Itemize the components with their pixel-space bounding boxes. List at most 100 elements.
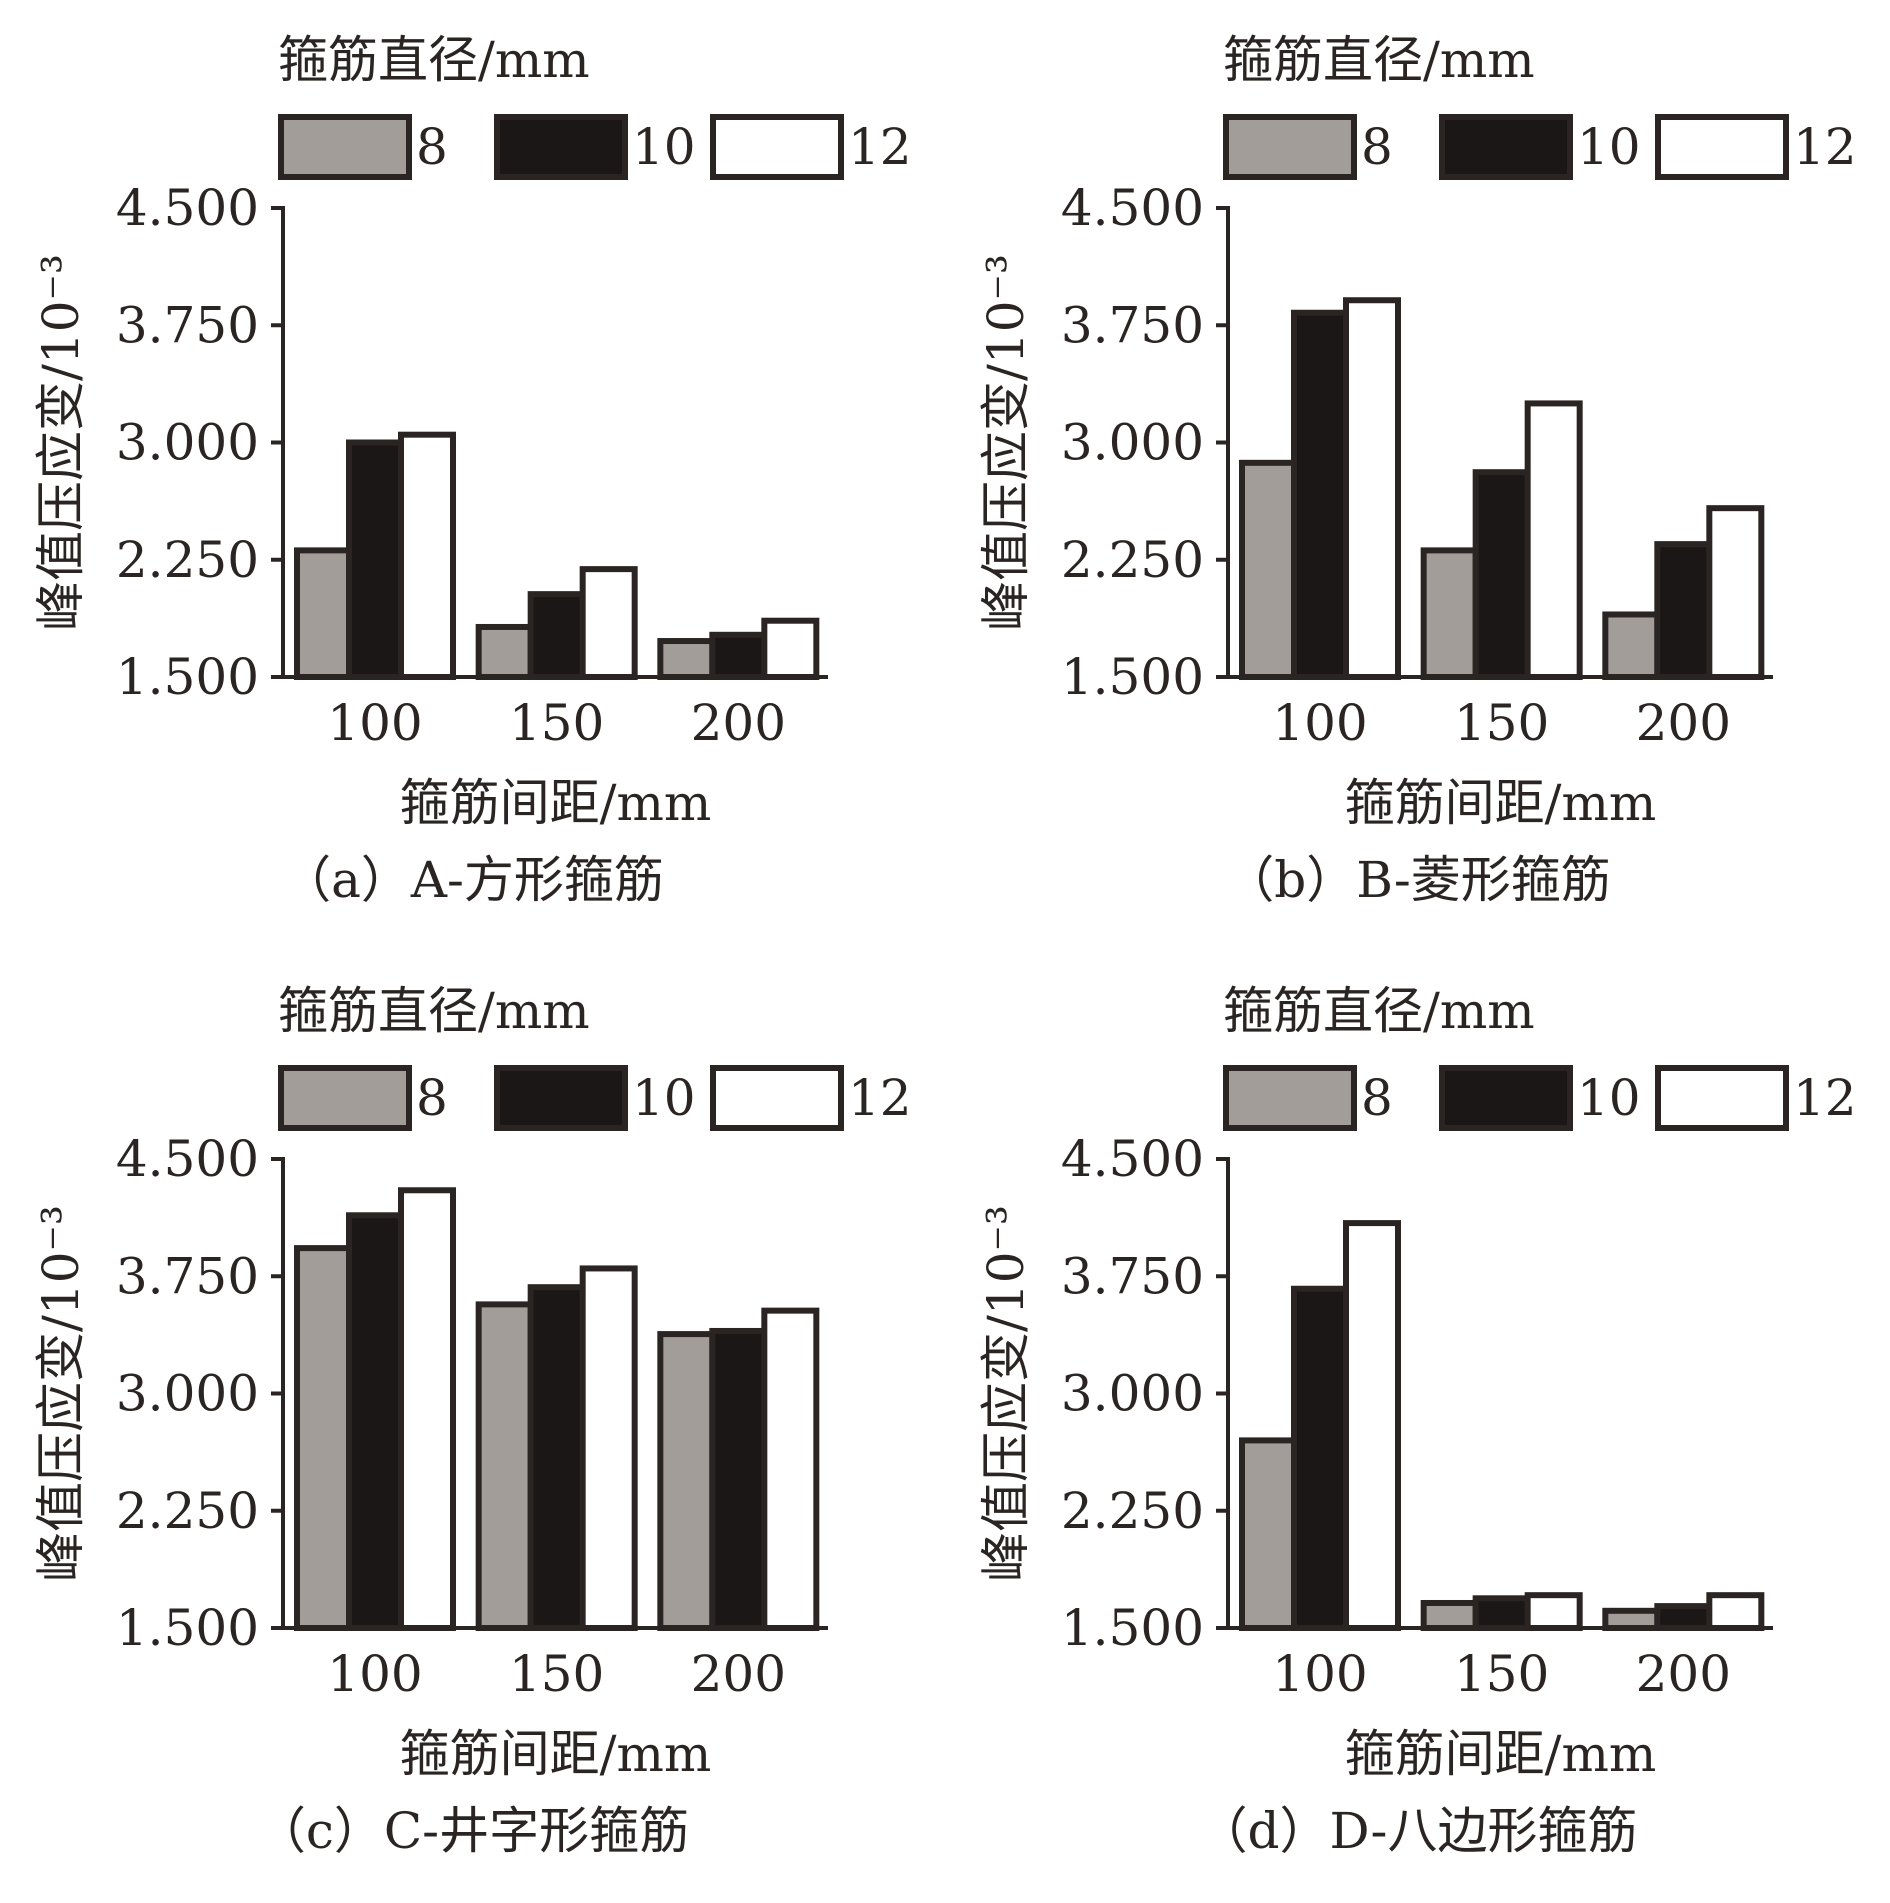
legend-label: 10 — [632, 118, 696, 176]
panel-caption: （b）B-菱形箍筋 — [1224, 851, 1611, 909]
y-tick-label: 3.000 — [116, 1365, 259, 1423]
bar-12-150 — [1524, 1592, 1583, 1631]
bar-10-100 — [1291, 309, 1349, 680]
y-tick-label: 3.000 — [1061, 414, 1204, 472]
bar-12-200 — [761, 617, 820, 680]
y-tick-label: 1.500 — [1061, 1599, 1204, 1657]
x-tick-label: 150 — [1454, 694, 1549, 752]
legend-label: 12 — [1793, 118, 1857, 176]
y-tick-label: 3.000 — [1061, 1365, 1204, 1423]
x-tick-label: 200 — [1636, 1645, 1731, 1703]
legend-swatch — [278, 1065, 412, 1131]
bar-12-150 — [579, 566, 638, 681]
bar-8-100 — [1239, 459, 1297, 680]
y-tick-label: 4.500 — [1061, 1130, 1204, 1188]
bar-8-200 — [1602, 1607, 1661, 1632]
panel-caption: （a）A-方形箍筋 — [281, 851, 664, 909]
bar-10-200 — [1654, 541, 1713, 680]
bar-8-100 — [294, 1245, 352, 1631]
bar-8-200 — [657, 1331, 716, 1631]
legend-label: 8 — [416, 118, 448, 176]
bar-chart-a: 4.500 3.750 3.000 2.250 1.500 100 150 200 箍筋间距/m… — [32, 179, 828, 832]
y-axis-label: 峰值压应变/10⁻³ — [32, 1205, 90, 1582]
y-tick-label: 3.000 — [116, 414, 259, 472]
bar-12-100 — [1343, 297, 1401, 680]
x-tick-label: 150 — [1454, 1645, 1549, 1703]
bar-10-150 — [527, 1284, 586, 1631]
bar-12-150 — [1524, 400, 1583, 680]
x-tick-label: 150 — [509, 1645, 604, 1703]
bar-10-150 — [1472, 1595, 1531, 1632]
y-axis-label: 峰值压应变/10⁻³ — [977, 254, 1035, 631]
bar-8-150 — [475, 1301, 534, 1631]
bar-10-150 — [527, 591, 586, 680]
chart-panel-a: 4.500 3.750 3.000 2.250 1.500 100 150 200 箍筋间距/m… — [0, 0, 945, 951]
chart-panel-d: 4.500 3.750 3.000 2.250 1.500 100 150 200 箍筋间距/m… — [945, 951, 1890, 1902]
chart-panel-b: 4.500 3.750 3.000 2.250 1.500 100 150 200 箍筋间距/m… — [945, 0, 1890, 951]
x-axis-label: 箍筋间距/mm — [1345, 774, 1657, 832]
y-tick-label: 4.500 — [116, 1130, 259, 1188]
bar-8-150 — [475, 623, 534, 680]
legend-swatch — [278, 114, 412, 180]
x-tick-label: 200 — [1636, 694, 1731, 752]
x-axis-label: 箍筋间距/mm — [400, 1725, 712, 1783]
y-axis-label: 峰值压应变/10⁻³ — [977, 1205, 1035, 1582]
legend-swatch — [710, 1065, 844, 1131]
bar-chart-b: 4.500 3.750 3.000 2.250 1.500 100 150 200 箍筋间距/m… — [977, 179, 1773, 832]
legend-swatch — [1439, 1065, 1573, 1131]
bar-12-100 — [398, 431, 456, 680]
bar-chart-d: 4.500 3.750 3.000 2.250 1.500 100 150 200 箍筋间距/m… — [977, 1130, 1773, 1783]
bar-10-200 — [1654, 1603, 1713, 1632]
x-axis-label: 箍筋间距/mm — [1345, 1725, 1657, 1783]
y-tick-label: 2.250 — [1061, 531, 1204, 589]
legend-label: 10 — [1577, 118, 1641, 176]
legend-label: 10 — [632, 1069, 696, 1127]
y-tick-label: 3.750 — [1061, 296, 1204, 354]
chart-panel-c: 4.500 3.750 3.000 2.250 1.500 100 150 200 箍筋间距/m… — [0, 951, 945, 1902]
legend-label: 10 — [1577, 1069, 1641, 1127]
bar-12-200 — [1706, 1592, 1765, 1631]
bar-10-100 — [346, 439, 404, 680]
legend-label: 8 — [1361, 1069, 1393, 1127]
legend-swatch — [1439, 114, 1573, 180]
y-tick-label: 1.500 — [1061, 648, 1204, 706]
legend-swatch — [1655, 114, 1789, 180]
legend-label: 8 — [1361, 118, 1393, 176]
bar-12-150 — [579, 1265, 638, 1631]
legend-title: 箍筋直径/mm — [278, 31, 590, 89]
legend-title: 箍筋直径/mm — [1223, 31, 1535, 89]
x-tick-label: 150 — [509, 694, 604, 752]
x-tick-label: 100 — [1272, 694, 1367, 752]
y-tick-label: 1.500 — [116, 648, 259, 706]
x-tick-label: 100 — [327, 1645, 422, 1703]
bar-10-200 — [709, 1327, 768, 1631]
x-tick-label: 100 — [327, 694, 422, 752]
x-axis-label: 箍筋间距/mm — [400, 774, 712, 832]
legend-label: 8 — [416, 1069, 448, 1127]
legend-swatch — [1223, 114, 1357, 180]
bar-12-100 — [398, 1187, 456, 1631]
legend-swatch — [1223, 1065, 1357, 1131]
y-tick-label: 2.250 — [116, 1482, 259, 1540]
panel-caption: （c）C-井字形箍筋 — [255, 1802, 690, 1860]
y-tick-label: 3.750 — [116, 296, 259, 354]
bar-12-100 — [1343, 1220, 1401, 1631]
bar-8-200 — [1602, 611, 1661, 681]
legend-swatch — [494, 114, 628, 180]
bar-12-200 — [761, 1307, 820, 1631]
y-tick-label: 4.500 — [1061, 179, 1204, 237]
y-tick-label: 1.500 — [116, 1599, 259, 1657]
bar-10-150 — [1472, 469, 1531, 680]
legend-swatch — [494, 1065, 628, 1131]
bar-10-100 — [346, 1212, 404, 1631]
bar-8-100 — [1239, 1437, 1297, 1631]
legend-label: 12 — [848, 118, 912, 176]
x-tick-label: 100 — [1272, 1645, 1367, 1703]
x-tick-label: 200 — [691, 1645, 786, 1703]
x-tick-label: 200 — [691, 694, 786, 752]
bar-8-150 — [1420, 547, 1479, 680]
legend-swatch — [1655, 1065, 1789, 1131]
bar-8-150 — [1420, 1599, 1479, 1632]
y-tick-label: 4.500 — [116, 179, 259, 237]
bar-12-200 — [1706, 505, 1765, 680]
